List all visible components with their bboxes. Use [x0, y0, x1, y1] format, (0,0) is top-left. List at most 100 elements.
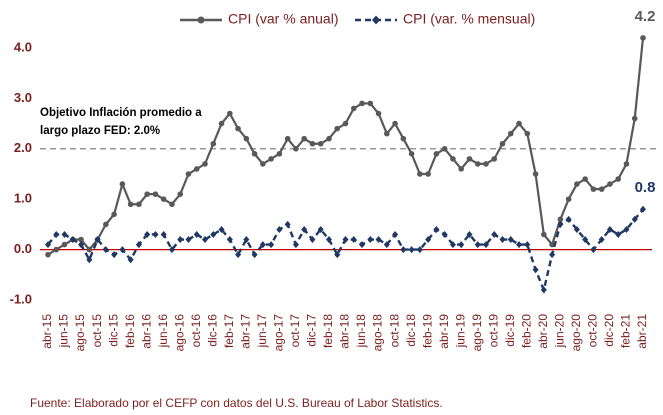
- x-tick-label: feb-18: [321, 314, 335, 348]
- point: [301, 135, 307, 142]
- point: [193, 166, 200, 172]
- y-tick-label: 0.0: [14, 241, 32, 256]
- point: [408, 246, 415, 254]
- point: [384, 130, 390, 137]
- point: [466, 230, 473, 238]
- point: [615, 230, 622, 238]
- point: [309, 236, 316, 244]
- point: [507, 130, 514, 137]
- point: [392, 230, 399, 238]
- x-tick-label: jun-18: [354, 314, 368, 349]
- point: [598, 236, 605, 244]
- x-tick-label: ago-15: [73, 314, 87, 352]
- point: [218, 225, 225, 233]
- x-tick-label: abr-20: [536, 314, 550, 349]
- point: [317, 225, 324, 233]
- point: [152, 191, 159, 197]
- point: [160, 196, 167, 202]
- point: [541, 231, 547, 238]
- point: [309, 140, 316, 147]
- point: [425, 236, 432, 244]
- x-tick-label: abr-19: [437, 314, 451, 349]
- point: [400, 246, 407, 254]
- point: [590, 186, 597, 192]
- point: [235, 125, 241, 132]
- point: [516, 120, 522, 127]
- point: [557, 220, 564, 228]
- point: [226, 236, 233, 244]
- point: [482, 241, 489, 249]
- x-tick-label: dic-15: [106, 314, 120, 347]
- point: [119, 246, 126, 254]
- point: [582, 176, 588, 182]
- point: [524, 130, 531, 137]
- point: [334, 125, 341, 132]
- x-tick-label: feb-20: [519, 314, 533, 348]
- point: [565, 215, 572, 223]
- x-tick-label: feb-21: [619, 314, 633, 348]
- point: [325, 236, 332, 244]
- point: [359, 241, 366, 249]
- point: [598, 186, 605, 192]
- annotation: Objetivo Inflación promedio a: [40, 107, 202, 119]
- point: [532, 171, 539, 177]
- point: [367, 100, 374, 107]
- point: [193, 230, 200, 238]
- x-tick-label: abr-18: [338, 314, 352, 349]
- point: [631, 115, 638, 122]
- point: [276, 225, 283, 233]
- legend-label: CPI (var % anual): [228, 11, 338, 27]
- point: [499, 236, 506, 244]
- x-tick-label: abr-15: [40, 314, 54, 349]
- point: [582, 236, 589, 244]
- x-tick-label: ago-20: [569, 314, 583, 352]
- x-tick-label: jun-19: [453, 314, 467, 349]
- point: [243, 236, 250, 244]
- y-tick-label: 4.0: [14, 39, 32, 54]
- x-tick-label: dic-18: [404, 314, 418, 347]
- point: [86, 246, 93, 253]
- x-tick-label: oct-17: [288, 314, 302, 348]
- point: [284, 220, 291, 228]
- x-tick-label: jun-17: [255, 314, 269, 349]
- x-tick-label: abr-16: [139, 314, 153, 349]
- point: [458, 166, 464, 172]
- point: [45, 251, 51, 258]
- point: [251, 251, 258, 259]
- point: [474, 161, 481, 167]
- value-label: 4.2: [635, 8, 656, 25]
- point: [499, 140, 506, 147]
- point: [284, 135, 291, 142]
- point: [259, 241, 266, 249]
- point: [168, 246, 175, 254]
- point: [524, 241, 531, 249]
- x-tick-label: oct-16: [189, 314, 203, 348]
- point: [185, 171, 192, 177]
- point: [623, 161, 630, 167]
- x-tick-label: dic-17: [305, 314, 319, 347]
- point: [144, 191, 150, 197]
- point: [375, 236, 382, 244]
- point: [218, 120, 225, 127]
- point: [557, 216, 564, 223]
- point: [136, 201, 142, 208]
- point: [565, 196, 572, 202]
- legend-marker: [197, 16, 205, 24]
- point: [210, 230, 217, 238]
- x-tick-label: dic-20: [602, 314, 616, 347]
- point: [103, 221, 109, 228]
- point: [416, 246, 423, 254]
- point: [491, 230, 498, 238]
- x-tick-label: dic-16: [205, 314, 219, 347]
- point: [251, 151, 258, 157]
- point: [392, 120, 398, 127]
- point: [268, 156, 274, 162]
- x-tick-label: jun-15: [57, 314, 71, 349]
- point: [417, 171, 423, 177]
- x-tick-label: oct-20: [586, 314, 600, 348]
- series-line: [47, 37, 645, 256]
- point: [292, 241, 299, 249]
- y-tick-label: 3.0: [14, 90, 32, 105]
- point: [342, 120, 349, 127]
- point: [78, 241, 85, 249]
